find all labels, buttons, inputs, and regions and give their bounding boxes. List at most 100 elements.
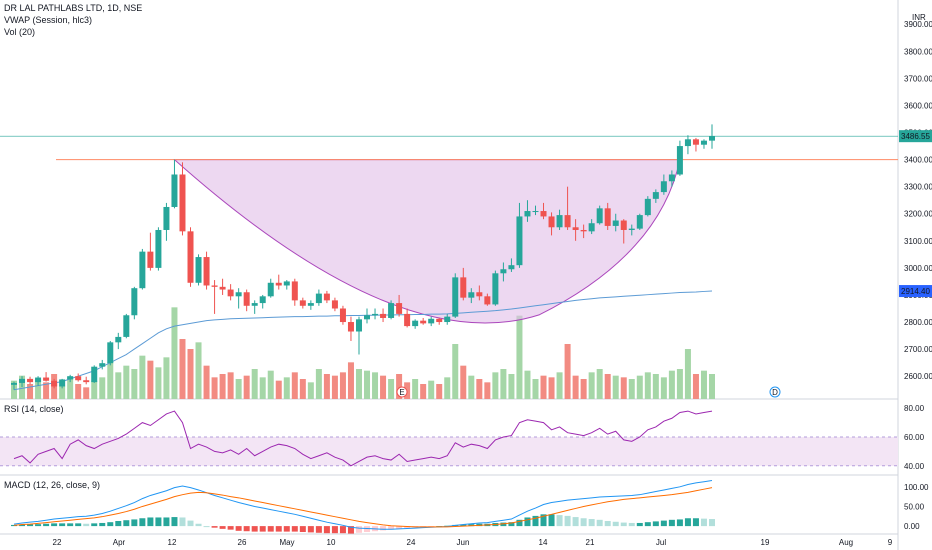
candle-body[interactable]	[75, 376, 82, 381]
candle-body[interactable]	[251, 303, 258, 306]
candle-body[interactable]	[508, 265, 515, 270]
candle-body[interactable]	[355, 319, 362, 332]
candle-body[interactable]	[532, 211, 539, 213]
candle-body[interactable]	[283, 281, 290, 286]
candle-body[interactable]	[155, 229, 162, 268]
candle-body[interactable]	[436, 318, 443, 323]
volume-bar	[540, 375, 547, 399]
candle-body[interactable]	[315, 293, 322, 304]
candle-body[interactable]	[652, 192, 659, 199]
candle-body[interactable]	[460, 277, 467, 298]
candle-body[interactable]	[580, 229, 587, 232]
macd-pane-label[interactable]: MACD (12, 26, close, 9)	[4, 480, 101, 490]
candle-body[interactable]	[444, 316, 451, 323]
candle-body[interactable]	[259, 296, 266, 304]
candle-body[interactable]	[548, 216, 555, 228]
candle-body[interactable]	[243, 292, 250, 306]
candle-body[interactable]	[660, 181, 667, 193]
candle-body[interactable]	[364, 315, 371, 320]
candle-body[interactable]	[388, 303, 395, 318]
candle-body[interactable]	[219, 286, 226, 290]
candle-body[interactable]	[572, 227, 579, 230]
candle-body[interactable]	[115, 336, 122, 343]
candle-body[interactable]	[380, 313, 387, 318]
vwap-indicator-label[interactable]: VWAP (Session, hlc3)	[4, 15, 93, 25]
candle-body[interactable]	[171, 174, 178, 207]
candle-body[interactable]	[123, 315, 130, 337]
candle-body[interactable]	[628, 228, 635, 230]
candle-body[interactable]	[83, 380, 90, 383]
candle-body[interactable]	[468, 292, 475, 298]
candle-body[interactable]	[412, 320, 419, 327]
candle-body[interactable]	[556, 215, 563, 228]
candle-body[interactable]	[396, 303, 403, 314]
candle-body[interactable]	[428, 318, 435, 324]
candle-body[interactable]	[668, 174, 675, 182]
candle-body[interactable]	[604, 208, 611, 226]
candle-body[interactable]	[19, 378, 26, 383]
volume-indicator-label[interactable]: Vol (20)	[4, 27, 36, 37]
cup-pattern-shape[interactable]	[173, 159, 681, 324]
candle-body[interactable]	[372, 313, 379, 316]
volume-bar	[500, 369, 507, 399]
candle-body[interactable]	[35, 377, 42, 383]
candle-body[interactable]	[596, 208, 603, 224]
candle-body[interactable]	[131, 288, 138, 316]
candle-body[interactable]	[11, 382, 17, 385]
candle-body[interactable]	[636, 215, 643, 229]
candle-body[interactable]	[700, 140, 707, 145]
candle-body[interactable]	[51, 380, 58, 387]
candle-body[interactable]	[612, 220, 619, 226]
candle-body[interactable]	[307, 303, 314, 306]
candle-body[interactable]	[203, 257, 210, 286]
candle-body[interactable]	[147, 251, 154, 268]
candle-body[interactable]	[644, 198, 651, 216]
candle-body[interactable]	[476, 292, 483, 297]
candle-body[interactable]	[540, 211, 547, 217]
candle-body[interactable]	[492, 273, 499, 305]
candle-body[interactable]	[420, 320, 427, 324]
candle-body[interactable]	[139, 251, 146, 289]
candle-body[interactable]	[692, 139, 699, 145]
candle-body[interactable]	[275, 282, 282, 286]
candle-body[interactable]	[684, 139, 691, 147]
candle-body[interactable]	[267, 282, 274, 297]
candle-body[interactable]	[179, 174, 186, 232]
candle-body[interactable]	[27, 378, 34, 383]
candle-body[interactable]	[500, 269, 507, 274]
candle-body[interactable]	[339, 308, 346, 323]
candle-body[interactable]	[564, 215, 571, 228]
candle-body[interactable]	[67, 376, 74, 380]
candle-body[interactable]	[291, 281, 298, 301]
candle-body[interactable]	[91, 366, 98, 383]
candle-body[interactable]	[107, 342, 114, 364]
candle-body[interactable]	[516, 216, 523, 266]
candle-body[interactable]	[524, 211, 531, 217]
candle-body[interactable]	[588, 223, 595, 232]
candle-body[interactable]	[676, 146, 683, 175]
candle-body[interactable]	[227, 289, 234, 297]
candle-body[interactable]	[404, 313, 411, 327]
candle-body[interactable]	[709, 136, 715, 141]
price-tick-label: 3000.00	[904, 264, 932, 273]
candle-body[interactable]	[195, 257, 202, 283]
candle-body[interactable]	[59, 379, 66, 387]
candle-body[interactable]	[299, 300, 306, 306]
candle-body[interactable]	[43, 377, 50, 381]
candle-body[interactable]	[235, 292, 242, 297]
candle-body[interactable]	[484, 296, 491, 305]
dividend-marker[interactable]	[769, 386, 781, 398]
macd-histogram-bar	[508, 522, 515, 527]
candle-body[interactable]	[331, 300, 338, 309]
earnings-marker[interactable]	[396, 386, 408, 398]
candle-body[interactable]	[347, 322, 354, 332]
candle-body[interactable]	[452, 277, 459, 317]
candle-body[interactable]	[620, 220, 627, 230]
candle-body[interactable]	[211, 285, 218, 287]
candle-body[interactable]	[323, 293, 330, 301]
rsi-pane-label[interactable]: RSI (14, close)	[4, 404, 64, 414]
candle-body[interactable]	[163, 206, 170, 230]
candle-body[interactable]	[187, 231, 194, 283]
candle-body[interactable]	[99, 363, 106, 367]
